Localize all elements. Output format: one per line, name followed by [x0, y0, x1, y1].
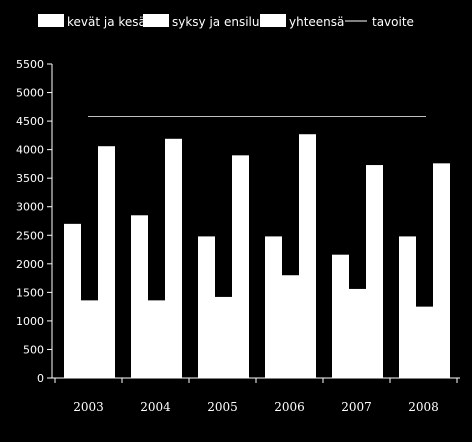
bar-2006-series-1 [265, 236, 282, 378]
y-tick-label: 5000 [16, 87, 44, 100]
bar-2003-series-2 [81, 300, 98, 378]
bar-2003-series-1 [64, 223, 81, 378]
legend-label-3: yhteensä [289, 15, 344, 29]
bar-2007-series-3 [366, 165, 383, 378]
x-tick-label: 2006 [274, 400, 305, 414]
y-tick-label: 0 [37, 372, 44, 385]
x-tick-label: 2003 [73, 400, 104, 414]
y-tick-label: 4000 [16, 144, 44, 157]
y-tick-label: 500 [23, 343, 44, 356]
y-tick-label: 4500 [16, 115, 44, 128]
y-tick-label: 2500 [16, 229, 44, 242]
y-tick-label: 5500 [16, 58, 44, 71]
bar-2007-series-1 [332, 254, 349, 378]
y-axis: 0 500 1000 1500 2000 2500 3000 3500 4000 4500 5000… [16, 58, 53, 385]
legend-swatch-2 [143, 14, 169, 27]
bar-2008-series-2 [416, 306, 433, 378]
bar-2005-series-1 [198, 236, 215, 378]
bar-2004-series-3 [165, 138, 182, 378]
bar-2005-series-3 [232, 155, 249, 378]
bars [64, 134, 450, 378]
bar-2006-series-3 [299, 134, 316, 378]
bar-2005-series-2 [215, 296, 232, 378]
bar-2003-series-3 [98, 146, 115, 378]
y-tick-label: 1500 [16, 286, 44, 299]
bar-2004-series-1 [131, 215, 148, 378]
bar-2004-series-2 [148, 300, 165, 378]
x-axis: 2003 2004 2005 2006 2007 2008 [52, 377, 460, 414]
bar-2007-series-2 [349, 288, 366, 378]
legend-swatch-3 [260, 14, 286, 27]
y-tick-label: 3500 [16, 172, 44, 185]
bar-2008-series-3 [433, 163, 450, 378]
y-tick-label: 3000 [16, 201, 44, 214]
legend: kevät ja kesä syksy ja ensilumi yhteensä ta… [38, 14, 414, 29]
y-tick-label: 2000 [16, 258, 44, 271]
legend-label-2: syksy ja ensilumi [172, 15, 275, 29]
bar-2006-series-2 [282, 275, 299, 378]
x-tick-label: 2005 [207, 400, 238, 414]
legend-label-1: kevät ja kesä [67, 15, 146, 29]
bar-2008-series-1 [399, 236, 416, 378]
y-tick-label: 1000 [16, 315, 44, 328]
x-tick-label: 2004 [140, 400, 171, 414]
legend-swatch-1 [38, 14, 64, 27]
x-tick-label: 2008 [408, 400, 439, 414]
x-tick-label: 2007 [341, 400, 372, 414]
legend-label-4: tavoite [372, 15, 414, 29]
